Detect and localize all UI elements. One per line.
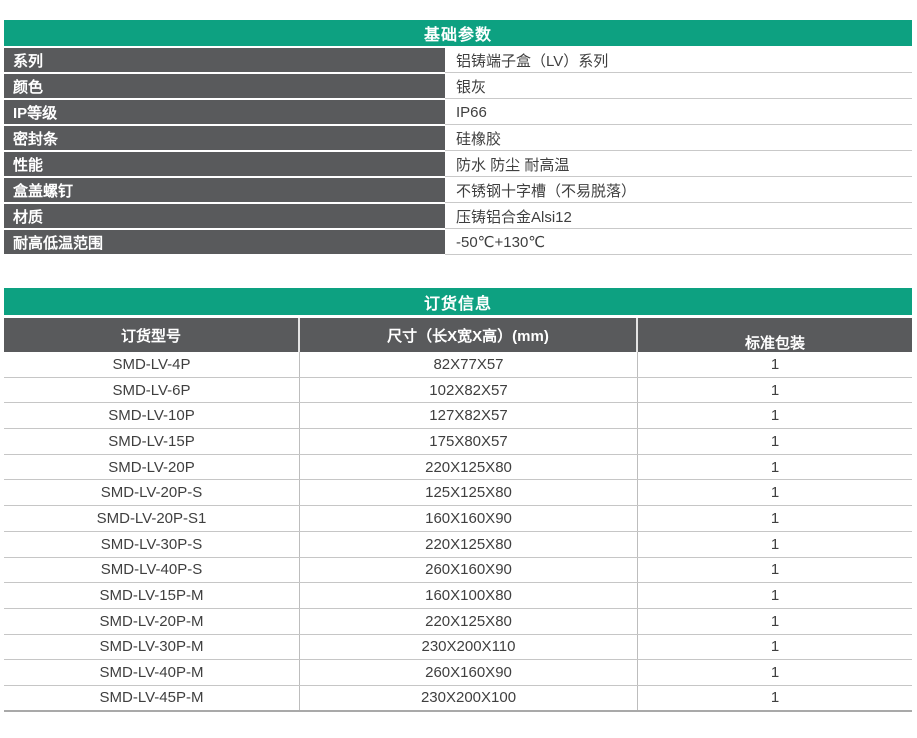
order-cell-size: 127X82X57 xyxy=(300,403,638,429)
param-row: 系列 铝铸端子盒（LV）系列 xyxy=(4,48,912,74)
param-row: IP等级 IP66 xyxy=(4,100,912,126)
order-row: SMD-LV-40P-M 260X160X90 1 xyxy=(4,660,912,686)
param-row: 耐高低温范围 -50℃+130℃ xyxy=(4,230,912,256)
order-info-rows: SMD-LV-4P 82X77X57 1 SMD-LV-6P 102X82X57 1 SMD… xyxy=(4,352,912,712)
order-cell-model: SMD-LV-20P-S xyxy=(4,480,300,506)
param-label: 颜色 xyxy=(4,74,445,100)
param-value: 防水 防尘 耐高温 xyxy=(445,152,912,177)
param-row: 盒盖螺钉 不锈钢十字槽（不易脱落） xyxy=(4,178,912,204)
order-row: SMD-LV-30P-S 220X125X80 1 xyxy=(4,531,912,558)
order-cell-size: 220X125X80 xyxy=(300,608,638,634)
order-cell-model: SMD-LV-20P-M xyxy=(4,608,300,634)
order-cell-model: SMD-LV-40P-M xyxy=(4,660,300,685)
param-label: 材质 xyxy=(4,204,445,230)
param-value: 压铸铝合金Alsi12 xyxy=(445,204,912,229)
order-cell-size: 220X125X80 xyxy=(300,454,638,480)
order-col-header-size: 尺寸（长X宽X高）(mm) xyxy=(300,318,638,352)
order-cell-size: 230X200X100 xyxy=(300,685,638,710)
order-cell-model: SMD-LV-6P xyxy=(4,377,300,403)
order-cell-size: 260X160X90 xyxy=(300,660,638,685)
order-cell-model: SMD-LV-40P-S xyxy=(4,557,300,583)
order-row: SMD-LV-15P-M 160X100X80 1 xyxy=(4,583,912,609)
order-cell-size: 125X125X80 xyxy=(300,480,638,506)
order-info-title: 订货信息 xyxy=(423,295,492,313)
order-cell-size: 260X160X90 xyxy=(300,557,638,583)
param-value: -50℃+130℃ xyxy=(445,230,912,255)
param-value: 铝铸端子盒（LV）系列 xyxy=(445,48,912,73)
order-row: SMD-LV-20P-S 125X125X80 1 xyxy=(4,480,912,507)
basic-params-title-bar: 基础参数 xyxy=(4,20,912,46)
order-cell-size: 175X80X57 xyxy=(300,429,638,454)
basic-params-table: 基础参数 系列 铝铸端子盒（LV）系列 颜色 银灰 IP等级 IP66 密封条 硅橡胶 性能 防水… xyxy=(4,20,912,256)
param-value: 银灰 xyxy=(445,74,912,99)
order-row: SMD-LV-20P 220X125X80 1 xyxy=(4,454,912,481)
param-label: 系列 xyxy=(4,48,445,74)
order-cell-pack: 1 xyxy=(638,634,912,660)
order-row: SMD-LV-30P-M 230X200X110 1 xyxy=(4,634,912,661)
order-cell-size: 160X100X80 xyxy=(300,583,638,608)
param-value: 不锈钢十字槽（不易脱落） xyxy=(445,178,912,203)
param-row: 颜色 银灰 xyxy=(4,74,912,100)
order-info-header-row: 订货型号 尺寸（长X宽X高）(mm) 标准包装 xyxy=(4,318,912,352)
order-cell-model: SMD-LV-30P-M xyxy=(4,634,300,660)
param-label: 盒盖螺钉 xyxy=(4,178,445,204)
order-cell-pack: 1 xyxy=(638,480,912,506)
order-cell-model: SMD-LV-15P-M xyxy=(4,583,300,608)
order-cell-pack: 1 xyxy=(638,685,912,710)
order-cell-pack: 1 xyxy=(638,557,912,583)
order-cell-pack: 1 xyxy=(638,660,912,685)
order-cell-size: 102X82X57 xyxy=(300,377,638,403)
order-cell-pack: 1 xyxy=(638,403,912,429)
order-info-title-bar: 订货信息 xyxy=(4,288,912,315)
order-col-header-model: 订货型号 xyxy=(4,318,300,352)
order-cell-model: SMD-LV-30P-S xyxy=(4,531,300,557)
param-label: 耐高低温范围 xyxy=(4,230,445,256)
order-row: SMD-LV-10P 127X82X57 1 xyxy=(4,403,912,430)
order-cell-pack: 1 xyxy=(638,352,912,377)
order-row: SMD-LV-20P-S1 160X160X90 1 xyxy=(4,506,912,532)
order-cell-pack: 1 xyxy=(638,429,912,454)
order-cell-model: SMD-LV-15P xyxy=(4,429,300,454)
order-cell-model: SMD-LV-20P xyxy=(4,454,300,480)
param-label: IP等级 xyxy=(4,100,445,126)
order-row: SMD-LV-20P-M 220X125X80 1 xyxy=(4,608,912,635)
param-label: 密封条 xyxy=(4,126,445,152)
param-label: 性能 xyxy=(4,152,445,178)
order-cell-model: SMD-LV-4P xyxy=(4,352,300,377)
order-cell-pack: 1 xyxy=(638,377,912,403)
order-cell-pack: 1 xyxy=(638,506,912,531)
order-cell-model: SMD-LV-10P xyxy=(4,403,300,429)
order-info-table: 订货信息 订货型号 尺寸（长X宽X高）(mm) 标准包装 SMD-LV-4P 82… xyxy=(4,288,912,712)
order-col-header-pack: 标准包装 xyxy=(744,334,805,352)
order-row: SMD-LV-40P-S 260X160X90 1 xyxy=(4,557,912,584)
order-row: SMD-LV-15P 175X80X57 1 xyxy=(4,429,912,455)
order-cell-pack: 1 xyxy=(638,454,912,480)
order-row: SMD-LV-4P 82X77X57 1 xyxy=(4,352,912,378)
param-value: IP66 xyxy=(445,100,912,125)
order-cell-size: 220X125X80 xyxy=(300,531,638,557)
order-cell-model: SMD-LV-45P-M xyxy=(4,685,300,710)
order-cell-pack: 1 xyxy=(638,531,912,557)
basic-params-title: 基础参数 xyxy=(423,27,492,44)
order-row: SMD-LV-6P 102X82X57 1 xyxy=(4,377,912,404)
param-value: 硅橡胶 xyxy=(445,126,912,151)
param-row: 密封条 硅橡胶 xyxy=(4,126,912,152)
param-row: 材质 压铸铝合金Alsi12 xyxy=(4,204,912,230)
order-row: SMD-LV-45P-M 230X200X100 1 xyxy=(4,685,912,712)
param-row: 性能 防水 防尘 耐高温 xyxy=(4,152,912,178)
order-cell-size: 230X200X110 xyxy=(300,634,638,660)
basic-params-rows: 系列 铝铸端子盒（LV）系列 颜色 银灰 IP等级 IP66 密封条 硅橡胶 性能 防水 防尘 耐… xyxy=(4,48,912,256)
order-cell-pack: 1 xyxy=(638,583,912,608)
order-cell-size: 82X77X57 xyxy=(300,352,638,377)
order-cell-pack: 1 xyxy=(638,608,912,634)
order-cell-size: 160X160X90 xyxy=(300,506,638,531)
order-cell-model: SMD-LV-20P-S1 xyxy=(4,506,300,531)
